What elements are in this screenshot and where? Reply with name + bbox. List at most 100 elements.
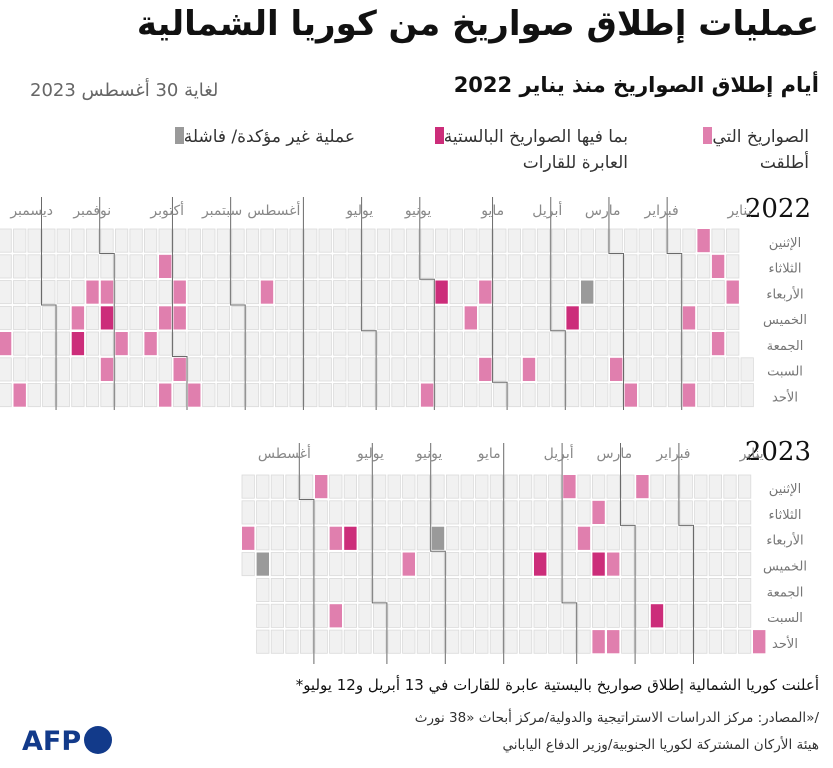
- day-cell: [270, 526, 285, 551]
- day-cell: [13, 305, 27, 330]
- day-cell: [519, 578, 533, 603]
- day-cell: [143, 357, 158, 382]
- day-cell: [723, 629, 737, 654]
- day-cell: [0, 305, 12, 330]
- day-cell: [231, 383, 245, 408]
- day-cell: [260, 254, 274, 279]
- day-cell: [562, 500, 577, 525]
- day-cell: [682, 254, 696, 279]
- day-cell: [329, 500, 343, 525]
- day-cell: [260, 228, 274, 253]
- day-cell: [624, 280, 638, 305]
- day-cell: [679, 603, 693, 628]
- day-cell: [256, 500, 270, 525]
- day-cell: [270, 552, 285, 577]
- day-cell: [638, 383, 652, 408]
- day-cell: [723, 603, 737, 628]
- day-cell: [464, 357, 478, 382]
- day-cell: [694, 500, 708, 525]
- day-cell: [493, 254, 507, 279]
- day-cell: [650, 578, 664, 603]
- day-cell: [621, 603, 635, 628]
- day-cell: [592, 603, 606, 628]
- day-cell: [711, 305, 725, 330]
- day-cell: [493, 305, 507, 330]
- launch-day-missile: [610, 357, 623, 381]
- day-cell: [245, 305, 260, 330]
- day-cell: [304, 383, 318, 408]
- day-cell: [245, 331, 260, 356]
- day-cell: [493, 280, 507, 305]
- day-cell: [708, 526, 723, 551]
- day-cell: [362, 383, 376, 408]
- day-cell: [738, 578, 752, 603]
- day-cell: [711, 383, 725, 408]
- day-cell: [434, 305, 449, 330]
- day-cell: [431, 500, 445, 525]
- day-cell: [667, 228, 682, 253]
- day-cell: [431, 603, 445, 628]
- day-cell: [289, 331, 303, 356]
- day-cell: [289, 254, 303, 279]
- day-cell: [665, 603, 679, 628]
- day-cell: [738, 552, 752, 577]
- day-cell: [289, 383, 303, 408]
- launch-day-missile: [260, 280, 274, 304]
- day-cell: [434, 254, 449, 279]
- day-cell: [562, 629, 577, 654]
- day-cell: [299, 526, 314, 551]
- day-cell: [548, 629, 562, 654]
- launch-day-failed: [581, 280, 594, 304]
- day-cell: [475, 474, 489, 499]
- day-cell: [434, 331, 449, 356]
- launch-day-missile: [173, 306, 186, 330]
- day-cell: [489, 500, 504, 525]
- day-cell: [405, 280, 420, 305]
- month-divider: [298, 443, 315, 664]
- day-cell: [299, 603, 314, 628]
- day-cell: [562, 552, 577, 577]
- day-cell: [285, 526, 299, 551]
- day-cell: [289, 305, 303, 330]
- day-cell: [314, 526, 328, 551]
- day-cell: [416, 526, 431, 551]
- day-cell: [85, 357, 100, 382]
- day-cell: [158, 228, 172, 253]
- day-cell: [329, 552, 343, 577]
- day-cell: [173, 383, 187, 408]
- day-cell: [347, 280, 361, 305]
- month-label: يوليو: [345, 203, 373, 219]
- day-cell: [245, 280, 260, 305]
- day-cell: [358, 552, 372, 577]
- weekday-label: السبت: [767, 365, 803, 380]
- day-cell: [493, 228, 507, 253]
- day-cell: [697, 331, 711, 356]
- day-cell: [143, 280, 158, 305]
- day-cell: [42, 383, 56, 408]
- day-cell: [318, 357, 332, 382]
- day-cell: [580, 305, 594, 330]
- day-cell: [333, 280, 347, 305]
- day-cell: [256, 578, 270, 603]
- day-cell: [665, 578, 679, 603]
- day-cell: [478, 305, 492, 330]
- day-cell: [376, 305, 391, 330]
- day-cell: [431, 474, 445, 499]
- day-cell: [376, 280, 391, 305]
- day-cell: [241, 500, 255, 525]
- day-cell: [402, 629, 416, 654]
- day-cell: [536, 383, 551, 408]
- month-divider: [492, 197, 508, 410]
- day-cell: [536, 228, 551, 253]
- day-cell: [216, 331, 230, 356]
- day-cell: [347, 383, 361, 408]
- launch-day-missile: [711, 254, 725, 278]
- day-cell: [460, 474, 474, 499]
- weekday-label: الإثنين: [769, 236, 801, 251]
- day-cell: [460, 552, 474, 577]
- day-cell: [504, 526, 518, 551]
- day-cell: [299, 474, 314, 499]
- day-cell: [606, 526, 620, 551]
- day-cell: [202, 228, 216, 253]
- launch-day-missile: [402, 552, 415, 576]
